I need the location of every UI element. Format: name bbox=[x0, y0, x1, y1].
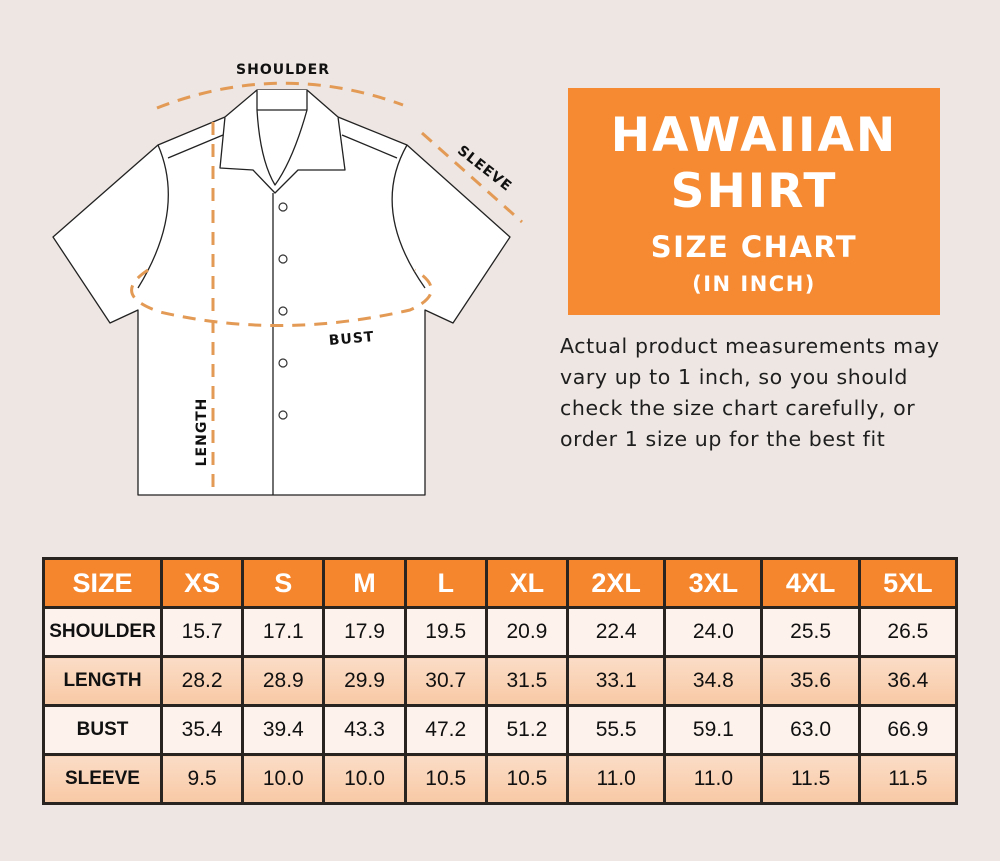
shoulder-measure-line bbox=[156, 81, 404, 110]
table-cell: 19.5 bbox=[403, 606, 488, 658]
table-cell: 43.3 bbox=[322, 704, 407, 756]
row-label: LENGTH bbox=[42, 655, 163, 707]
table-cell: 15.7 bbox=[159, 606, 245, 658]
table-row-bust: BUST 35.4 39.4 43.3 47.2 51.2 55.5 59.1 63.0 66.9 bbox=[42, 704, 959, 756]
table-cell: 66.9 bbox=[857, 704, 959, 756]
table-cell: 25.5 bbox=[760, 606, 861, 658]
header-3xl: 3XL bbox=[663, 557, 764, 609]
row-label: SLEEVE bbox=[42, 753, 163, 805]
header-xs: XS bbox=[159, 557, 245, 609]
table-cell: 10.0 bbox=[322, 753, 407, 805]
table-cell: 20.9 bbox=[484, 606, 570, 658]
table-cell: 17.1 bbox=[241, 606, 326, 658]
table-cell: 39.4 bbox=[241, 704, 326, 756]
table-cell: 28.2 bbox=[159, 655, 245, 707]
table-cell: 30.7 bbox=[403, 655, 488, 707]
header-m: M bbox=[322, 557, 407, 609]
header-xl: XL bbox=[484, 557, 570, 609]
title-line-2: SHIRT bbox=[670, 164, 838, 219]
title-unit: (IN INCH) bbox=[692, 272, 816, 296]
header-4xl: 4XL bbox=[760, 557, 861, 609]
row-label: BUST bbox=[42, 704, 163, 756]
length-label: LENGTH bbox=[194, 398, 210, 467]
table-cell: 51.2 bbox=[484, 704, 570, 756]
title-box: HAWAIIAN SHIRT SIZE CHART (IN INCH) bbox=[568, 88, 940, 315]
measurement-note: Actual product measurements may vary up … bbox=[560, 334, 940, 451]
table-cell: 33.1 bbox=[566, 655, 667, 707]
title-subtitle: SIZE CHART bbox=[650, 230, 858, 264]
header-2xl: 2XL bbox=[566, 557, 667, 609]
bust-label: BUST bbox=[328, 329, 375, 349]
table-cell: 35.4 bbox=[159, 704, 245, 756]
table-cell: 17.9 bbox=[322, 606, 407, 658]
table-cell: 34.8 bbox=[663, 655, 764, 707]
title-line-1: HAWAIIAN bbox=[610, 108, 898, 163]
table-cell: 10.5 bbox=[403, 753, 488, 805]
buttons bbox=[278, 202, 288, 420]
header-l: L bbox=[403, 557, 488, 609]
table-cell: 31.5 bbox=[484, 655, 570, 707]
header-5xl: 5XL bbox=[857, 557, 959, 609]
table-cell: 63.0 bbox=[760, 704, 861, 756]
sleeve-measure-line bbox=[421, 131, 523, 224]
table-cell: 11.5 bbox=[857, 753, 959, 805]
table-row-length: LENGTH 28.2 28.9 29.9 30.7 31.5 33.1 34.8 35.6 36… bbox=[42, 655, 959, 707]
table-cell: 28.9 bbox=[241, 655, 326, 707]
table-row-sleeve: SLEEVE 9.5 10.0 10.0 10.5 10.5 11.0 11.0 11.5 11.… bbox=[42, 753, 959, 805]
table-cell: 11.0 bbox=[566, 753, 667, 805]
table-cell: 24.0 bbox=[663, 606, 764, 658]
row-label: SHOULDER bbox=[42, 606, 163, 658]
table-cell: 22.4 bbox=[566, 606, 667, 658]
table-cell: 59.1 bbox=[663, 704, 764, 756]
table-cell: 11.5 bbox=[760, 753, 861, 805]
table-cell: 29.9 bbox=[322, 655, 407, 707]
header-size: SIZE bbox=[42, 557, 163, 609]
table-cell: 10.5 bbox=[484, 753, 570, 805]
header-s: S bbox=[241, 557, 326, 609]
size-table: SIZE XS S M L XL 2XL 3XL 4XL 5XL SHOULDER 15.7 17.1… bbox=[42, 557, 959, 805]
bust-measure-line bbox=[130, 268, 433, 327]
shoulder-label: SHOULDER bbox=[236, 62, 330, 78]
table-cell: 26.5 bbox=[857, 606, 959, 658]
shirt-diagram: SHOULDER SLEEVE BUST LENGTH bbox=[52, 62, 523, 496]
table-row-shoulder: SHOULDER 15.7 17.1 17.9 19.5 20.9 22.4 24.0 25.5… bbox=[42, 606, 959, 658]
table-cell: 35.6 bbox=[760, 655, 861, 707]
table-cell: 36.4 bbox=[857, 655, 959, 707]
shirt-outline bbox=[52, 89, 511, 496]
table-cell: 11.0 bbox=[663, 753, 764, 805]
table-cell: 9.5 bbox=[159, 753, 245, 805]
table-cell: 10.0 bbox=[241, 753, 326, 805]
table-cell: 47.2 bbox=[403, 704, 488, 756]
header-row: SIZE XS S M L XL 2XL 3XL 4XL 5XL bbox=[42, 557, 959, 609]
table-cell: 55.5 bbox=[566, 704, 667, 756]
